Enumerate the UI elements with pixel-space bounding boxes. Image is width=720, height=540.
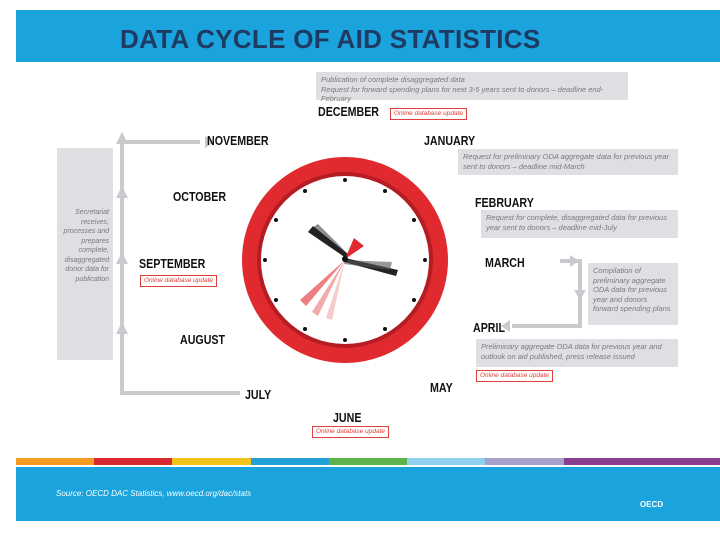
update-badge-april: Online database update	[476, 370, 554, 382]
month-june: JUNE	[333, 410, 362, 425]
month-march: MARCH	[485, 255, 525, 270]
update-badge-june: Online database update	[312, 426, 390, 438]
stripe-segment	[250, 458, 329, 465]
month-april: APRIL	[473, 320, 505, 335]
stripe-segment	[407, 458, 486, 465]
note-december-line1: Publication of complete disaggregated da…	[321, 75, 465, 84]
clock-hour-marks	[263, 178, 427, 342]
stripe-segment	[563, 458, 642, 465]
stripe-segment	[172, 458, 251, 465]
note-december: Publication of complete disaggregated da…	[316, 72, 628, 103]
right-cycle-arrow	[512, 259, 582, 328]
stripe-segment	[94, 458, 173, 465]
month-january: JANUARY	[424, 133, 476, 148]
note-january: Request for preliminary ODA aggregate da…	[458, 149, 678, 175]
oecd-logo-text: OECD	[640, 500, 664, 509]
note-secretariat: Secretariat receives, processes and prep…	[57, 148, 113, 360]
month-september: SEPTEMBER	[139, 256, 206, 271]
header-bar	[16, 10, 720, 62]
stripe-segment	[485, 458, 564, 465]
month-october: OCTOBER	[173, 189, 227, 204]
note-april: Preliminary aggregate ODA data for previ…	[476, 339, 678, 367]
month-december: DECEMBER	[318, 104, 380, 119]
stripe-segment	[328, 458, 408, 465]
note-december-line2: Request for forward spending plans for n…	[321, 84, 604, 104]
color-stripe	[16, 458, 720, 465]
month-july: JULY	[245, 387, 272, 402]
left-cycle-arrow	[120, 140, 240, 395]
footer-bar	[16, 467, 720, 521]
month-may: MAY	[430, 380, 453, 395]
arrowheads	[116, 132, 586, 334]
update-badge-september: Online database update	[140, 275, 218, 287]
month-august: AUGUST	[180, 332, 226, 347]
note-compilation: Compilation of preliminary aggregate ODA…	[588, 263, 678, 325]
source-note: Source: OECD DAC Statistics, www.oecd.or…	[56, 489, 252, 498]
clock-hands	[300, 224, 398, 320]
stripe-segment	[641, 458, 720, 465]
page-title: DATA CYCLE OF AID STATISTICS	[120, 24, 541, 54]
note-february: Request for complete, disaggregated data…	[481, 210, 678, 238]
month-february: FEBRUARY	[475, 195, 534, 210]
update-badge-december: Online database update	[390, 108, 468, 120]
month-november: NOVEMBER	[207, 133, 269, 148]
stripe-segment	[16, 458, 95, 465]
